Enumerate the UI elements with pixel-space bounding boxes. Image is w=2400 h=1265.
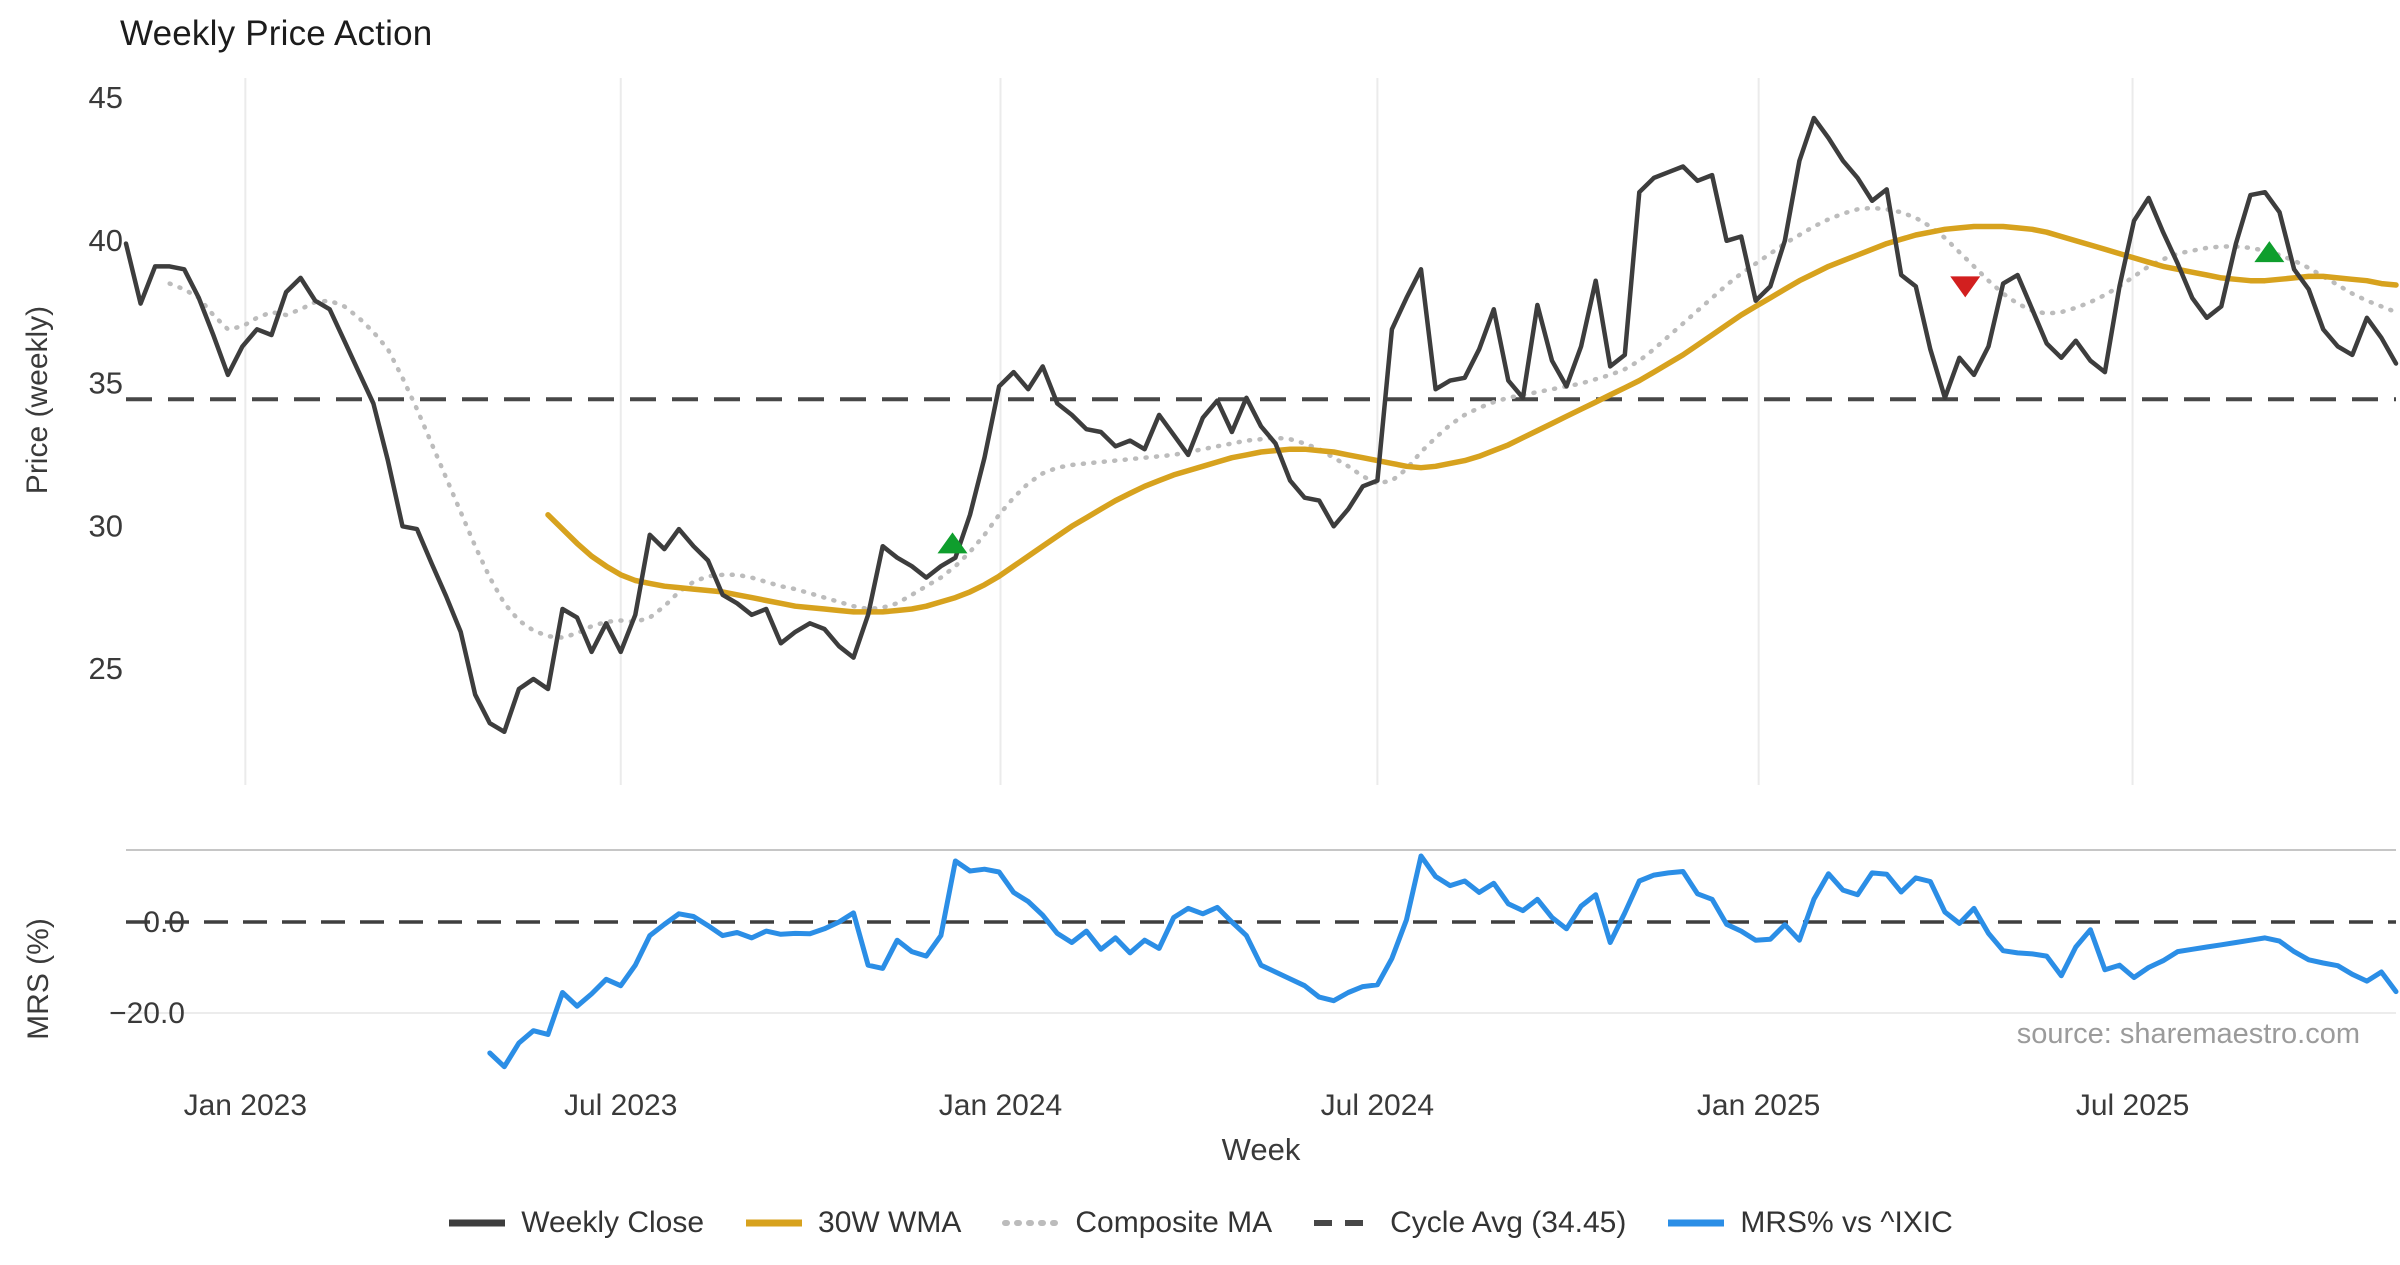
x-tick-label: Jul 2024	[1321, 1089, 1434, 1122]
wma-30w-line	[545, 223, 2399, 615]
weekly-close-line	[123, 115, 2399, 735]
legend-item-cycle-avg: Cycle Avg (34.45)	[1312, 1206, 1626, 1240]
legend-item-mrs: MRS% vs ^IXIC	[1666, 1206, 1953, 1240]
x-tick-label: Jan 2024	[939, 1089, 1062, 1122]
x-tick-label: Jan 2023	[184, 1089, 307, 1122]
legend-item-weekly-close: Weekly Close	[447, 1206, 704, 1240]
price-y-axis-label: Price (weekly)	[21, 305, 54, 495]
mrs-y-tick-label: 0.0	[143, 906, 185, 939]
mrs-line	[487, 853, 2399, 1070]
axis-tick-labels: Jan 2023 Jul 2023 Jan 2024 Jul 2024 Jan 2025…	[89, 80, 2190, 1122]
price-y-tick-label: 25	[89, 651, 123, 686]
mrs-panel	[126, 849, 2399, 1070]
price-y-tick-label: 45	[89, 80, 123, 115]
source-credit: source: sharemaestro.com	[2016, 1018, 2360, 1050]
price-panel	[123, 115, 2399, 735]
chart-title: Weekly Price Action	[120, 14, 433, 53]
legend-item-composite-ma: Composite MA	[1001, 1206, 1272, 1240]
wma-line-swatch-icon	[746, 1219, 803, 1227]
weekly-close-line-swatch-icon	[449, 1219, 506, 1227]
buy-signal-marker	[2254, 241, 2285, 263]
sell-signal-marker	[1950, 276, 1981, 298]
price-y-tick-label: 30	[89, 508, 123, 543]
price-y-tick-label: 35	[89, 366, 123, 401]
composite-ma-dotted-swatch-icon	[1002, 1220, 1062, 1226]
composite-ma-line	[167, 205, 2399, 640]
mrs-y-tick-label: −20.0	[109, 997, 185, 1030]
mrs-line-swatch-icon	[1668, 1219, 1725, 1227]
legend: Weekly Close 30W WMA Composite MA Cycle …	[0, 1206, 2400, 1240]
x-axis-label: Week	[1221, 1132, 1301, 1167]
x-tick-label: Jan 2025	[1697, 1089, 1820, 1122]
vertical-gridlines	[244, 78, 2134, 785]
buy-signal-marker	[937, 532, 968, 554]
x-tick-label: Jul 2025	[2076, 1089, 2189, 1122]
legend-item-30w-wma: 30W WMA	[744, 1206, 961, 1240]
cycle-avg-dashed-swatch-icon	[1314, 1220, 1375, 1226]
x-tick-label: Jul 2023	[564, 1089, 677, 1122]
mrs-y-axis-label: MRS (%)	[22, 918, 55, 1040]
price-y-tick-label: 40	[89, 223, 123, 258]
